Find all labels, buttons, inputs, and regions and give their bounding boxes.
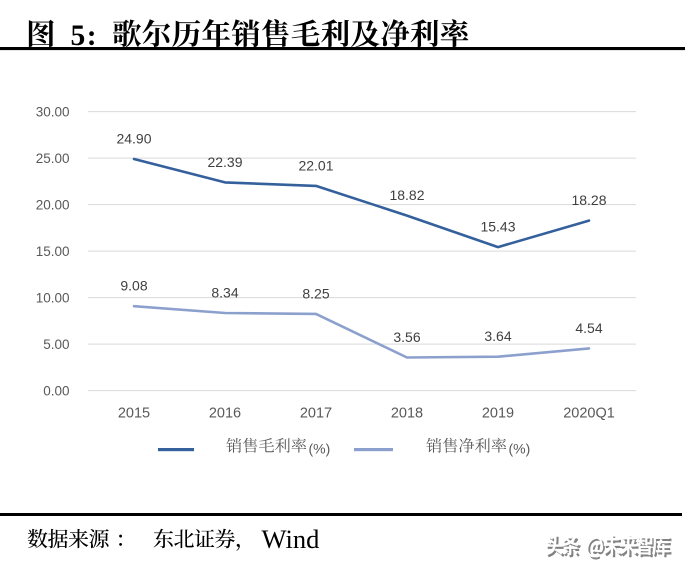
svg-text:Wind: Wind [262, 524, 320, 554]
svg-text:18.82: 18.82 [389, 187, 424, 203]
svg-text:22.01: 22.01 [298, 157, 333, 173]
svg-text:10.00: 10.00 [36, 290, 70, 305]
svg-text:2015: 2015 [118, 406, 150, 422]
svg-text:20.00: 20.00 [36, 197, 70, 212]
svg-text:0.00: 0.00 [43, 383, 69, 398]
svg-text:5:: 5: [71, 20, 99, 52]
svg-text:2019: 2019 [482, 406, 514, 422]
svg-text:3.56: 3.56 [393, 329, 420, 345]
svg-text:2016: 2016 [209, 406, 241, 422]
svg-text:8.25: 8.25 [302, 285, 329, 301]
svg-text:8.34: 8.34 [211, 284, 238, 300]
svg-text:(%): (%) [309, 441, 331, 457]
svg-text:24.90: 24.90 [116, 130, 151, 146]
svg-text:15.00: 15.00 [36, 244, 70, 259]
svg-text:3.64: 3.64 [484, 328, 511, 344]
svg-text:4.54: 4.54 [575, 320, 602, 336]
svg-text:2020Q1: 2020Q1 [563, 406, 615, 422]
svg-text:9.08: 9.08 [120, 278, 147, 294]
svg-text:22.39: 22.39 [207, 154, 242, 170]
svg-text:25.00: 25.00 [36, 151, 70, 166]
svg-text:30.00: 30.00 [36, 104, 70, 119]
svg-text:(%): (%) [509, 441, 531, 457]
svg-text:2018: 2018 [391, 406, 423, 422]
svg-text:5.00: 5.00 [43, 337, 69, 352]
svg-text:2017: 2017 [300, 406, 332, 422]
svg-text:18.28: 18.28 [571, 192, 606, 208]
svg-text:15.43: 15.43 [480, 219, 515, 235]
